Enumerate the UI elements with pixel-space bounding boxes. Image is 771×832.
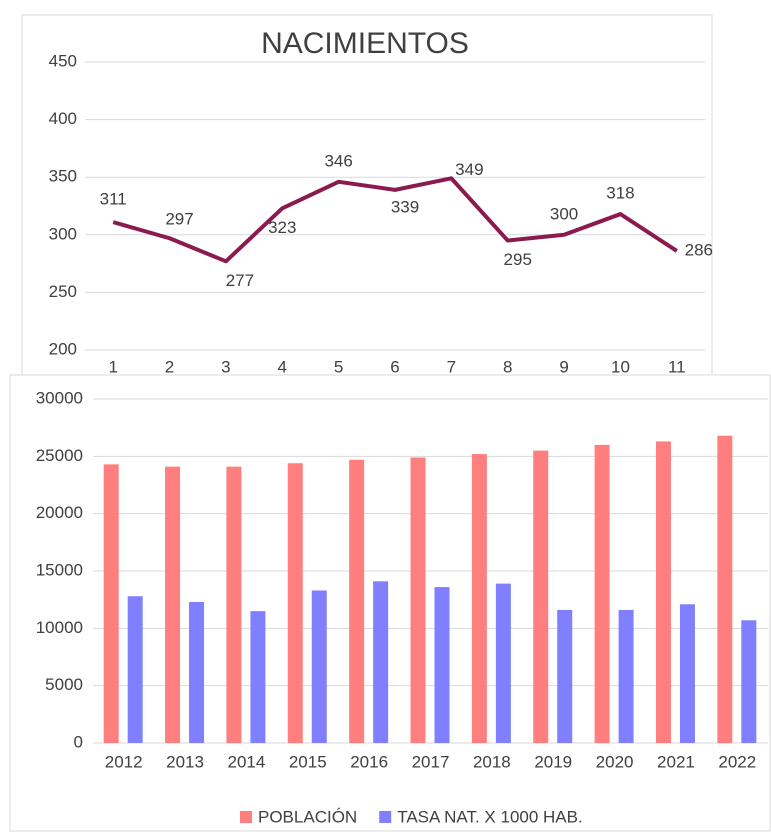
x-tick-label: 3 — [221, 357, 230, 376]
bar — [349, 459, 365, 743]
bar — [189, 601, 205, 743]
x-tick-label: 2021 — [657, 752, 695, 771]
bar — [495, 583, 511, 743]
data-label: 339 — [391, 197, 419, 216]
data-label: 349 — [455, 160, 483, 179]
x-tick-label: 9 — [559, 357, 568, 376]
x-tick-label: 2012 — [105, 752, 143, 771]
y-tick-label: 15000 — [36, 560, 83, 579]
x-tick-label: 2013 — [166, 752, 204, 771]
y-tick-label: 30000 — [36, 388, 83, 407]
x-tick-label: 6 — [390, 357, 399, 376]
bar — [618, 609, 634, 743]
data-label: 277 — [226, 271, 254, 290]
line — [112, 176, 678, 264]
bar — [410, 457, 426, 743]
y-tick-label: 250 — [49, 282, 77, 301]
bar — [594, 444, 610, 743]
chart-frame — [21, 14, 713, 378]
x-tick-label: 2022 — [718, 752, 756, 771]
data-label: 346 — [324, 151, 352, 170]
x-tick-label: 2016 — [350, 752, 388, 771]
x-tick-label: 2015 — [289, 752, 327, 771]
bar — [373, 581, 389, 743]
x-tick-label: 2 — [165, 357, 174, 376]
y-tick-label: 20000 — [36, 503, 83, 522]
bar — [127, 596, 143, 743]
bar — [717, 435, 733, 743]
y-tick-label: 350 — [49, 167, 77, 186]
bar — [741, 620, 757, 743]
bar — [103, 464, 119, 743]
x-tick-label: 2017 — [412, 752, 450, 771]
y-tick-label: 450 — [49, 51, 77, 70]
x-tick-label: 10 — [611, 357, 630, 376]
bar — [165, 466, 181, 743]
legend-swatch — [379, 811, 392, 823]
x-tick-label: 2018 — [473, 752, 511, 771]
bar — [557, 609, 573, 743]
data-label: 297 — [165, 210, 193, 229]
x-tick-label: 8 — [503, 357, 512, 376]
x-tick-label: 1 — [108, 357, 117, 376]
data-label: 286 — [685, 240, 713, 259]
data-label: 300 — [550, 204, 578, 223]
y-tick-label: 10000 — [36, 618, 83, 637]
legend-label: TASA NAT. X 1000 HAB. — [397, 807, 583, 826]
bar — [226, 466, 242, 743]
x-tick-label: 5 — [334, 357, 343, 376]
legend-label: POBLACIÓN — [258, 807, 357, 826]
x-tick-label: 2019 — [534, 752, 572, 771]
y-tick-label: 5000 — [45, 675, 83, 694]
x-tick-label: 7 — [447, 357, 456, 376]
bar — [250, 611, 266, 743]
chart-title: NACIMIENTOS — [261, 27, 469, 60]
x-tick-label: 2014 — [227, 752, 265, 771]
bar — [311, 590, 327, 743]
data-label: 323 — [268, 218, 296, 237]
bar — [533, 450, 549, 743]
bar — [679, 604, 695, 743]
y-tick-label: 200 — [49, 339, 77, 358]
y-tick-label: 400 — [49, 109, 77, 128]
y-tick-label: 300 — [49, 224, 77, 243]
x-tick-label: 4 — [278, 357, 287, 376]
data-label: 318 — [606, 184, 634, 203]
x-tick-label: 11 — [668, 357, 686, 376]
bar — [655, 441, 671, 743]
bar — [471, 454, 487, 743]
x-tick-label: 2020 — [596, 752, 634, 771]
legend-swatch — [240, 811, 252, 823]
bar — [434, 587, 450, 743]
bar — [287, 463, 303, 743]
data-label: 311 — [100, 190, 127, 209]
data-label: 295 — [504, 250, 532, 269]
y-tick-label: 25000 — [36, 446, 83, 465]
y-tick-label: 0 — [74, 732, 83, 751]
